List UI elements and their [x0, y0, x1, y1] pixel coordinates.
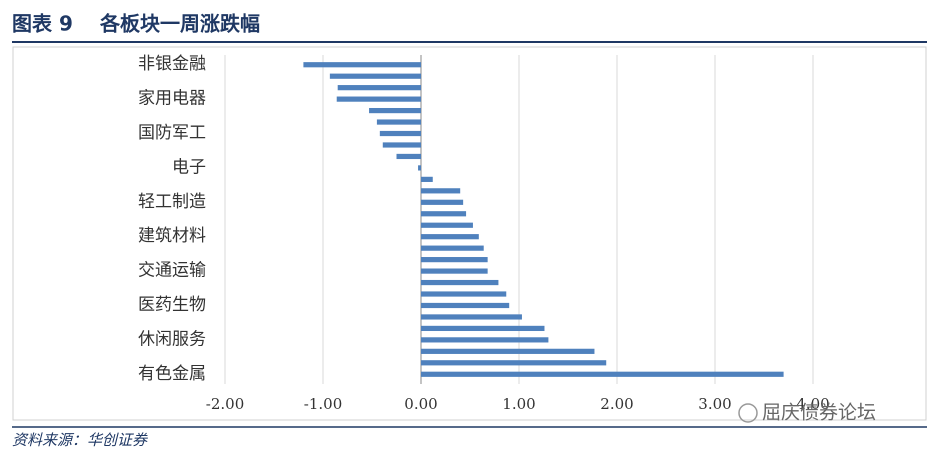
bar: [421, 199, 464, 205]
bar: [421, 211, 467, 217]
bar: [421, 314, 522, 320]
x-tick-label: 0.00: [404, 395, 437, 413]
chart-frame: [12, 46, 927, 421]
figure-label: 图表 9: [12, 12, 73, 36]
y-tick-label: 交通运输: [138, 261, 206, 281]
bar: [337, 85, 421, 91]
bar: [382, 142, 421, 148]
watermark: 屈庆债券论坛: [762, 402, 876, 424]
bar: [421, 279, 499, 286]
y-tick-label: 非银金融: [138, 54, 206, 74]
y-tick-label: 国防军工: [138, 123, 206, 143]
bar: [396, 153, 421, 160]
bar: [421, 257, 488, 263]
bar: [379, 130, 421, 137]
x-tick-label: 3.00: [698, 395, 731, 413]
bar: [336, 96, 421, 102]
source: 资料来源：华创证券: [12, 431, 148, 449]
y-tick-label: 轻工制造: [138, 192, 206, 212]
bar: [418, 165, 421, 171]
x-tick-label: -2.00: [206, 395, 244, 413]
bar: [421, 348, 595, 354]
bar: [421, 371, 784, 377]
x-tick-label: 2.00: [600, 395, 633, 413]
bar: [329, 73, 421, 79]
x-tick-label: 4.00: [796, 395, 829, 413]
chart-title: 各板块一周涨跌幅: [99, 12, 260, 36]
y-tick-label: 建筑材料: [138, 226, 206, 246]
watermark-icon: [738, 403, 758, 423]
x-tick-label: 1.00: [502, 395, 535, 413]
y-tick-label: 休闲服务: [138, 329, 206, 349]
bar: [376, 119, 421, 125]
bar: [303, 62, 421, 68]
bar: [421, 291, 507, 297]
bar: [421, 176, 433, 182]
bar: [369, 107, 421, 114]
bar: [421, 302, 510, 309]
bar: [421, 234, 479, 240]
y-tick-label: 医药生物: [138, 295, 206, 315]
bar: [421, 268, 488, 274]
x-tick-label: -1.00: [304, 395, 342, 413]
bar: [421, 337, 549, 343]
y-tick-label: 电子: [172, 157, 206, 177]
bar: [421, 360, 607, 366]
bar: [421, 325, 545, 332]
bar: [421, 222, 473, 228]
y-tick-label: 家用电器: [138, 89, 206, 109]
bar: [421, 245, 484, 251]
bar: [421, 188, 461, 194]
y-tick-label: 有色金属: [138, 364, 206, 384]
